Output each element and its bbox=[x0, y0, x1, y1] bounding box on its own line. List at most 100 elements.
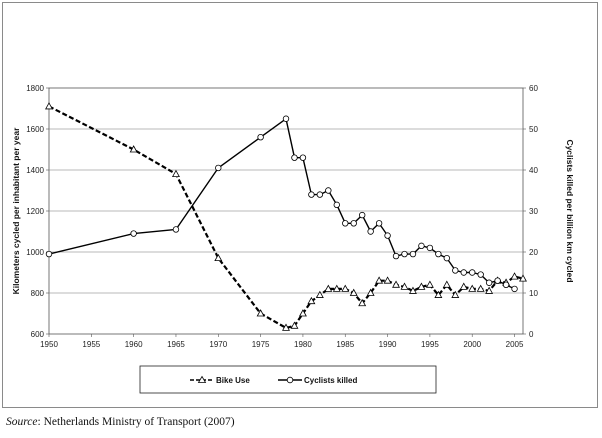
data-point-cyclists-killed bbox=[435, 250, 442, 258]
data-point-cyclists-killed bbox=[215, 164, 222, 172]
data-point-cyclists-killed bbox=[342, 220, 349, 227]
data-point-bike-use bbox=[425, 280, 434, 288]
legend-cyclists-killed-marker bbox=[286, 376, 294, 384]
data-point-cyclists-killed bbox=[316, 191, 324, 198]
data-point-bike-use bbox=[408, 286, 417, 294]
source-label: Source bbox=[6, 416, 38, 428]
data-point-bike-use bbox=[358, 298, 367, 307]
data-point-bike-use bbox=[485, 286, 494, 294]
data-point-cyclists-killed bbox=[494, 277, 501, 284]
data-point-cyclists-killed bbox=[426, 244, 434, 252]
y-tick-label: 1600 bbox=[26, 125, 44, 134]
y2-tick-label: 10 bbox=[529, 289, 538, 298]
chart: 1950 1955 1960 1965 1970 1975 1980 1985 1990 1995… bbox=[11, 84, 575, 394]
data-point-cyclists-killed bbox=[308, 191, 315, 198]
legend-bike-use-marker bbox=[197, 375, 207, 383]
data-point-cyclists-killed bbox=[477, 271, 484, 278]
data-point-bike-use bbox=[383, 276, 392, 284]
source-text: : Netherlands Ministry of Transport (200… bbox=[37, 416, 235, 428]
chart-frame bbox=[2, 2, 598, 408]
data-point-bike-use bbox=[417, 282, 426, 290]
data-point-bike-use bbox=[282, 323, 290, 331]
x-tick-label: 1955 bbox=[82, 340, 100, 349]
data-point-bike-use bbox=[256, 309, 265, 317]
data-point-cyclists-killed bbox=[367, 228, 374, 235]
x-tick-label: 1990 bbox=[379, 340, 397, 349]
legend: Bike Use Cyclists killed bbox=[139, 365, 437, 394]
data-point-cyclists-killed bbox=[325, 187, 332, 194]
data-point-bike-use bbox=[366, 288, 375, 296]
legend-bike-use-label: Bike Use bbox=[216, 376, 250, 385]
data-point-cyclists-killed bbox=[358, 211, 366, 219]
data-point-cyclists-killed bbox=[299, 154, 307, 161]
data-point-bike-use bbox=[45, 102, 53, 110]
data-point-cyclists-killed bbox=[409, 250, 417, 258]
data-point-bike-use bbox=[214, 253, 223, 262]
data-point-bike-use bbox=[519, 274, 527, 282]
y-tick-label: 1400 bbox=[26, 166, 44, 175]
y2-tick-label: 20 bbox=[529, 248, 538, 257]
y-tick-label: 1200 bbox=[26, 207, 44, 216]
data-point-cyclists-killed bbox=[502, 281, 510, 288]
data-point-cyclists-killed bbox=[418, 242, 425, 250]
x-tick-label: 1975 bbox=[252, 340, 270, 349]
data-point-bike-use bbox=[307, 296, 316, 305]
y2-tick-label: 30 bbox=[529, 207, 538, 216]
data-point-cyclists-killed bbox=[350, 220, 357, 227]
data-point-bike-use bbox=[451, 290, 460, 298]
data-point-cyclists-killed bbox=[130, 230, 137, 237]
y2-axis-label: Cyclists killed per billion km cycled bbox=[565, 139, 575, 282]
data-point-bike-use bbox=[375, 276, 384, 284]
data-point-bike-use bbox=[349, 288, 358, 296]
data-point-cyclists-killed bbox=[384, 232, 391, 239]
y2-tick-label: 60 bbox=[529, 84, 538, 93]
x-tick-label: 2000 bbox=[463, 340, 481, 349]
data-point-bike-use bbox=[442, 280, 451, 288]
data-point-cyclists-killed bbox=[460, 269, 467, 276]
data-point-bike-use bbox=[324, 284, 333, 292]
data-point-cyclists-killed bbox=[333, 201, 340, 209]
y-tick-label: 1000 bbox=[26, 248, 44, 257]
y2-tick-label: 40 bbox=[529, 166, 538, 175]
y-tick-label: 600 bbox=[31, 330, 45, 339]
x-tick-label: 2005 bbox=[506, 340, 524, 349]
data-point-cyclists-killed bbox=[392, 252, 400, 260]
source-note: Source: Netherlands Ministry of Transpor… bbox=[6, 416, 235, 428]
data-point-cyclists-killed bbox=[257, 133, 264, 141]
data-point-cyclists-killed bbox=[443, 254, 451, 262]
y-axis-label: Kilometers cycled per inhabitant per yea… bbox=[11, 127, 21, 294]
data-point-bike-use bbox=[476, 284, 485, 292]
x-tick-label: 1970 bbox=[209, 340, 227, 349]
data-point-bike-use bbox=[341, 284, 350, 292]
data-point-cyclists-killed bbox=[172, 226, 180, 233]
series-line-bike-use bbox=[48, 105, 524, 329]
series-line-cyclists-killed bbox=[48, 118, 515, 290]
data-point-cyclists-killed bbox=[291, 154, 298, 161]
data-point-bike-use bbox=[468, 284, 477, 292]
x-tick-label: 1950 bbox=[40, 340, 58, 349]
data-point-cyclists-killed bbox=[452, 267, 459, 274]
data-point-bike-use bbox=[332, 284, 341, 292]
data-point-cyclists-killed bbox=[485, 279, 493, 286]
y2-tick-label: 0 bbox=[529, 330, 534, 339]
data-point-bike-use bbox=[510, 272, 519, 280]
x-tick-label: 1960 bbox=[125, 340, 143, 349]
data-point-bike-use bbox=[290, 321, 299, 329]
data-point-bike-use bbox=[392, 280, 401, 288]
y-tick-label: 800 bbox=[31, 289, 45, 298]
data-point-bike-use bbox=[129, 145, 138, 153]
x-tick-label: 1995 bbox=[421, 340, 439, 349]
data-point-bike-use bbox=[315, 290, 324, 298]
data-point-cyclists-killed bbox=[511, 285, 518, 293]
y-tick-label: 1800 bbox=[26, 84, 44, 93]
data-point-cyclists-killed bbox=[282, 115, 290, 122]
x-tick-label: 1980 bbox=[294, 340, 312, 349]
data-point-cyclists-killed bbox=[45, 250, 53, 258]
y2-tick-label: 50 bbox=[529, 125, 538, 134]
data-point-bike-use bbox=[400, 282, 409, 290]
x-tick-label: 1965 bbox=[167, 340, 185, 349]
data-point-cyclists-killed bbox=[401, 250, 408, 258]
x-tick-label: 1985 bbox=[336, 340, 354, 349]
data-point-cyclists-killed bbox=[375, 220, 383, 227]
legend-cyclists-killed-label: Cyclists killed bbox=[304, 376, 357, 385]
